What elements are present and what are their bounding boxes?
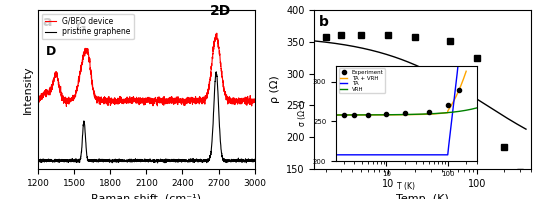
Text: D: D — [47, 45, 56, 58]
Y-axis label: ρ (Ω): ρ (Ω) — [270, 76, 280, 103]
pristine graphene — [134, 160, 141, 162]
G/BFO device — [35, 98, 41, 100]
pristine graphene — [35, 158, 41, 161]
X-axis label: Temp. (K): Temp. (K) — [396, 194, 449, 199]
Text: b: b — [319, 15, 328, 29]
G/BFO device — [63, 105, 69, 107]
G/BFO device — [46, 92, 52, 94]
X-axis label: Raman shift  (cm⁻¹): Raman shift (cm⁻¹) — [92, 193, 201, 199]
G/BFO device — [134, 98, 141, 100]
G/BFO device — [140, 101, 147, 103]
pristine graphene — [246, 160, 252, 163]
Line: pristine graphene: pristine graphene — [38, 72, 255, 163]
pristine graphene — [251, 160, 258, 162]
Line: G/BFO device: G/BFO device — [38, 33, 255, 106]
pristine graphene — [154, 162, 161, 164]
G/BFO device — [214, 32, 220, 34]
G/BFO device — [246, 99, 252, 102]
pristine graphene — [205, 159, 212, 162]
Text: 2D: 2D — [210, 4, 231, 18]
pristine graphene — [246, 159, 252, 162]
Legend: G/BFO device, pristine graphene: G/BFO device, pristine graphene — [42, 14, 134, 39]
pristine graphene — [46, 159, 52, 162]
G/BFO device — [246, 100, 252, 103]
G/BFO device — [205, 86, 212, 89]
G/BFO device — [251, 101, 258, 103]
Y-axis label: Intensity: Intensity — [22, 65, 33, 114]
pristine graphene — [213, 71, 220, 73]
Text: a: a — [42, 15, 52, 29]
Text: G: G — [75, 21, 86, 34]
pristine graphene — [140, 159, 146, 162]
